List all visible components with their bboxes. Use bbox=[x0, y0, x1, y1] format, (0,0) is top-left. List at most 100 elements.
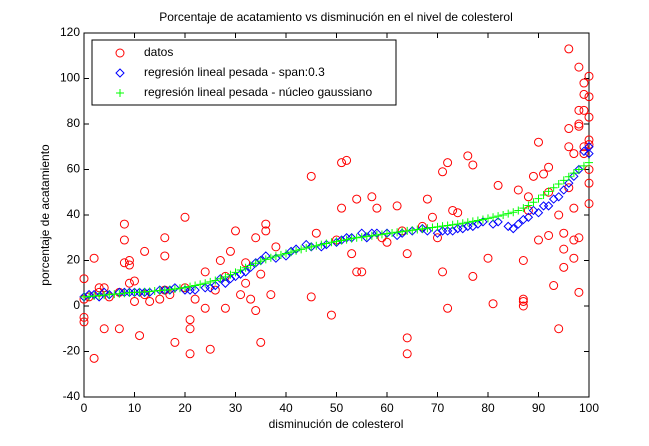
point bbox=[489, 213, 498, 222]
point bbox=[191, 281, 200, 290]
point bbox=[564, 142, 574, 152]
point bbox=[463, 151, 473, 161]
point bbox=[574, 287, 584, 297]
point bbox=[322, 239, 331, 248]
point bbox=[89, 253, 99, 263]
point bbox=[140, 246, 150, 256]
point bbox=[513, 185, 523, 195]
point bbox=[509, 208, 518, 217]
point bbox=[539, 190, 548, 199]
point bbox=[468, 271, 478, 281]
point bbox=[256, 337, 266, 347]
point bbox=[448, 205, 458, 215]
point bbox=[549, 183, 558, 192]
point bbox=[377, 230, 386, 239]
point bbox=[559, 228, 569, 238]
point bbox=[579, 146, 589, 157]
point bbox=[130, 276, 139, 286]
legend-marker bbox=[115, 68, 125, 78]
point bbox=[518, 301, 528, 311]
point bbox=[155, 294, 165, 304]
point bbox=[564, 172, 573, 181]
point bbox=[423, 224, 432, 233]
point bbox=[584, 112, 594, 122]
point bbox=[584, 199, 594, 209]
point bbox=[438, 222, 447, 231]
legend-marker bbox=[115, 48, 125, 58]
point bbox=[124, 260, 134, 270]
point bbox=[236, 266, 245, 275]
point bbox=[326, 310, 336, 320]
point bbox=[271, 242, 281, 252]
point bbox=[185, 349, 195, 359]
point bbox=[402, 249, 412, 259]
point bbox=[352, 233, 361, 242]
point bbox=[185, 315, 195, 325]
point bbox=[382, 237, 392, 247]
point bbox=[196, 280, 205, 289]
x-tick-label: 80 bbox=[481, 401, 495, 415]
point bbox=[130, 296, 139, 306]
point bbox=[261, 219, 271, 229]
point bbox=[534, 194, 543, 203]
point bbox=[544, 162, 554, 172]
point bbox=[428, 223, 437, 232]
point bbox=[513, 219, 524, 229]
y-tick-label: 120 bbox=[60, 25, 80, 39]
point bbox=[256, 269, 266, 279]
point bbox=[170, 284, 179, 293]
legend-label: datos bbox=[144, 45, 173, 59]
point bbox=[448, 220, 457, 229]
point bbox=[443, 303, 453, 313]
point bbox=[215, 256, 225, 265]
point bbox=[342, 155, 352, 165]
point bbox=[453, 220, 462, 229]
point bbox=[569, 171, 579, 182]
point bbox=[549, 281, 559, 291]
point bbox=[251, 233, 261, 243]
point bbox=[347, 249, 357, 259]
point bbox=[433, 222, 442, 231]
point bbox=[523, 192, 533, 202]
point bbox=[135, 331, 145, 341]
point bbox=[181, 283, 189, 292]
point bbox=[579, 142, 589, 152]
point bbox=[559, 176, 568, 185]
x-tick-label: 0 bbox=[81, 401, 88, 415]
point bbox=[468, 217, 477, 226]
y-tick-label: 0 bbox=[73, 298, 80, 312]
point bbox=[584, 92, 594, 102]
point bbox=[574, 121, 584, 131]
point bbox=[89, 353, 99, 363]
point bbox=[367, 231, 376, 240]
point bbox=[569, 169, 578, 178]
point bbox=[402, 333, 412, 343]
legend-box bbox=[91, 39, 397, 106]
point bbox=[528, 205, 539, 216]
legend-label: regresión lineal pesada - span:0.3 bbox=[144, 65, 325, 79]
point bbox=[180, 212, 190, 222]
point bbox=[427, 212, 437, 222]
point bbox=[468, 160, 478, 170]
point bbox=[579, 78, 589, 88]
legend-label: regresión lineal pesada - núcleo gaussia… bbox=[144, 85, 372, 99]
point bbox=[529, 198, 538, 207]
point bbox=[220, 278, 231, 288]
point bbox=[165, 285, 174, 294]
point bbox=[564, 124, 574, 134]
point bbox=[569, 203, 579, 213]
point bbox=[559, 185, 569, 195]
point bbox=[306, 292, 316, 302]
point bbox=[241, 263, 250, 272]
point bbox=[225, 246, 235, 256]
point bbox=[246, 294, 256, 304]
x-tick-label: 90 bbox=[532, 401, 546, 415]
point bbox=[327, 238, 336, 247]
point bbox=[579, 161, 588, 170]
point bbox=[574, 233, 584, 243]
point bbox=[564, 178, 574, 188]
x-axis-label: disminución de colesterol bbox=[269, 417, 404, 431]
point bbox=[266, 290, 276, 300]
point bbox=[458, 219, 467, 228]
point bbox=[231, 268, 240, 277]
